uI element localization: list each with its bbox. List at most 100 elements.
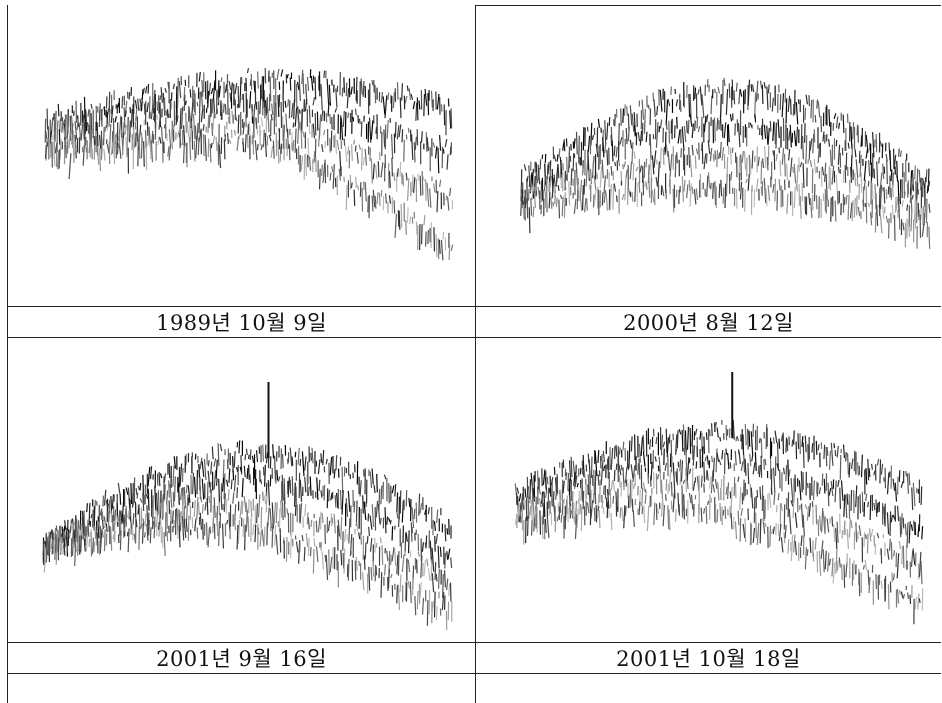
relief-stroke	[532, 206, 535, 218]
relief-stroke	[435, 574, 438, 582]
relief-stroke	[280, 69, 284, 77]
relief-stroke	[424, 88, 428, 106]
relief-stroke	[558, 199, 561, 219]
relief-stroke	[199, 492, 203, 503]
relief-stroke	[628, 494, 631, 509]
relief-stroke	[563, 180, 567, 190]
relief-stroke	[892, 514, 896, 520]
relief-stroke	[276, 469, 279, 481]
relief-stroke	[262, 129, 265, 148]
relief-stroke	[827, 552, 830, 572]
relief-stroke	[639, 165, 643, 173]
relief-stroke	[751, 455, 754, 462]
relief-stroke	[853, 198, 856, 218]
relief-stroke	[407, 530, 410, 554]
relief-stroke	[720, 179, 723, 197]
relief-stroke	[871, 183, 874, 200]
relief-stroke	[833, 443, 836, 449]
relief-stroke	[691, 144, 694, 156]
relief-stroke	[748, 430, 751, 447]
relief-stroke	[403, 550, 407, 556]
relief-stroke	[100, 139, 103, 160]
relief-stroke	[123, 107, 126, 128]
relief-stroke	[842, 444, 846, 459]
relief-stroke	[788, 508, 792, 535]
relief-stroke	[584, 198, 587, 213]
relief-stroke	[631, 142, 634, 165]
relief-stroke	[396, 125, 400, 140]
relief-stroke	[851, 200, 854, 222]
relief-stroke	[161, 526, 164, 548]
relief-stroke	[329, 556, 333, 573]
relief-stroke	[755, 80, 759, 102]
relief-stroke	[380, 485, 383, 505]
relief-stroke	[695, 188, 699, 201]
relief-stroke	[665, 479, 668, 491]
relief-stroke	[236, 487, 239, 498]
relief-stroke	[406, 85, 409, 92]
relief-stroke	[683, 448, 686, 456]
relief-stroke	[291, 476, 294, 496]
relief-stroke	[651, 155, 655, 175]
relief-stroke	[93, 144, 96, 160]
relief-stroke	[398, 124, 402, 138]
relief-stroke	[110, 105, 114, 124]
relief-stroke	[644, 489, 647, 494]
relief-stroke	[896, 553, 900, 579]
relief-stroke	[572, 460, 576, 474]
relief-stroke	[674, 508, 677, 522]
relief-stroke	[793, 163, 797, 184]
relief-stroke	[674, 154, 677, 178]
relief-stroke	[750, 84, 753, 92]
relief-stroke	[327, 520, 331, 532]
relief-stroke	[879, 184, 882, 210]
relief-stroke	[721, 147, 725, 161]
relief-stroke	[211, 446, 214, 460]
relief-stroke	[703, 461, 706, 483]
relief-stroke	[256, 124, 259, 135]
relief-stroke	[531, 182, 535, 200]
relief-stroke	[633, 151, 636, 159]
relief-stroke	[629, 161, 633, 180]
relief-stroke	[430, 90, 433, 108]
relief-stroke	[312, 97, 316, 106]
relief-stroke	[798, 480, 802, 501]
relief-stroke	[625, 127, 628, 145]
relief-stroke	[612, 184, 615, 210]
relief-stroke	[90, 531, 93, 557]
relief-stroke	[103, 529, 106, 552]
relief-stroke	[323, 129, 326, 136]
relief-stroke	[828, 109, 831, 127]
relief-stroke	[645, 131, 648, 143]
relief-stroke	[518, 493, 522, 502]
relief-stroke	[751, 150, 754, 169]
relief-stroke	[610, 166, 613, 176]
relief-stroke	[260, 144, 263, 150]
relief-stroke	[434, 561, 437, 580]
relief-stroke	[243, 465, 246, 478]
relief-stroke	[336, 139, 340, 151]
relief-stroke	[308, 124, 311, 135]
panel-2001-10-image	[476, 338, 941, 642]
relief-stroke	[329, 172, 332, 181]
relief-stroke	[296, 81, 300, 91]
relief-stroke	[370, 567, 373, 581]
relief-stroke	[221, 477, 225, 492]
relief-stroke	[876, 204, 879, 227]
relief-stroke	[370, 158, 373, 184]
relief-stroke	[899, 516, 902, 538]
relief-stroke	[710, 470, 714, 494]
relief-stroke	[245, 510, 248, 532]
relief-stroke	[744, 458, 747, 476]
relief-stroke	[202, 124, 205, 131]
relief-stroke	[104, 521, 107, 529]
relief-stroke	[440, 239, 444, 261]
relief-stroke	[531, 520, 533, 536]
relief-stroke	[420, 224, 423, 245]
relief-stroke	[431, 601, 435, 615]
relief-stroke	[84, 524, 87, 546]
relief-stroke	[437, 568, 440, 589]
relief-stroke	[824, 550, 827, 570]
relief-stroke	[657, 465, 660, 472]
relief-stroke	[719, 141, 722, 158]
